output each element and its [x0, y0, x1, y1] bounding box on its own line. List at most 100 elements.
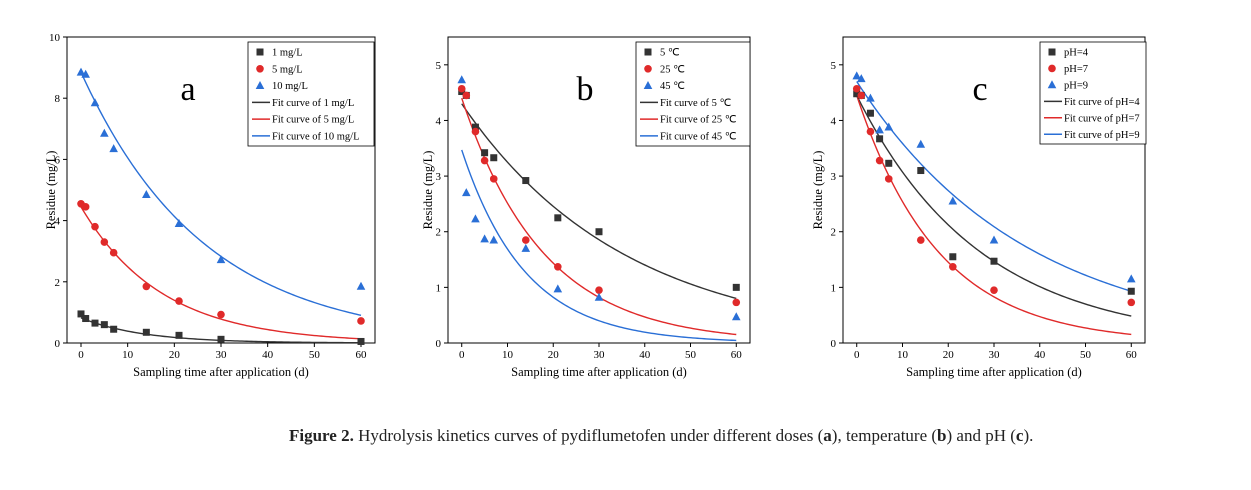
caption-text-4: ).: [1023, 426, 1034, 445]
data-point-series-1: [866, 109, 874, 117]
x-tick-label: 40: [262, 349, 274, 361]
legend-marker-3: [255, 80, 265, 89]
x-tick-label: 10: [122, 349, 134, 361]
data-point-series-3: [142, 189, 151, 198]
legend-box: [247, 41, 375, 147]
y-tick-label: 4: [436, 115, 442, 127]
x-tick-label: 50: [685, 349, 697, 361]
legend-marker-2: [644, 64, 652, 73]
y-tick-label: 3: [831, 171, 837, 183]
x-tick-label: 60: [1126, 349, 1138, 361]
data-point-series-2: [109, 248, 118, 257]
caption-figure-label: Figure 2.: [289, 426, 354, 445]
fit-curve-2: [80, 206, 362, 340]
data-point-series-1: [990, 257, 998, 265]
legend-label: Fit curve of 45 ℃: [660, 131, 737, 142]
panel-a: 0 10 20 30 40 50 60 0 2 4 6 8 10 Sampling time after …: [44, 32, 376, 379]
legend-marker-1: [644, 48, 652, 56]
x-tick-label: 60: [731, 349, 743, 361]
data-point-series-2: [357, 317, 365, 325]
data-point-series-2: [866, 127, 875, 136]
data-point-series-1: [357, 337, 365, 345]
data-point-series-1: [732, 283, 740, 291]
legend-marker-3: [1047, 80, 1057, 89]
legend-marker-3: [643, 80, 653, 89]
data-point-series-1: [1127, 287, 1135, 295]
data-point-series-1: [142, 328, 150, 336]
data-point-series-3: [356, 281, 366, 290]
data-point-series-3: [866, 93, 875, 102]
data-point-series-1: [595, 228, 603, 236]
panel-b: 0 10 20 30 40 50 60 0 1 2 3 4 5 Sampling time after a…: [421, 36, 751, 379]
data-point-series-2: [732, 298, 741, 307]
data-point-series-3: [1126, 274, 1136, 283]
data-point-series-1: [217, 335, 225, 343]
x-tick-label: 0: [459, 349, 465, 361]
caption-text-2: ), temperature (: [831, 426, 938, 445]
data-point-series-3: [884, 122, 894, 131]
x-tick-label: 30: [594, 349, 606, 361]
data-point-series-3: [916, 139, 926, 148]
data-point-series-2: [857, 91, 866, 100]
y-axis-title: Residue (mg/L): [811, 151, 825, 230]
data-point-series-3: [216, 255, 226, 264]
legend: 1 mg/L 5 mg/L 10 mg/L Fit curve of 1 mg/L Fi…: [247, 41, 375, 147]
data-point-series-1: [522, 177, 530, 185]
x-tick-label: 10: [897, 349, 909, 361]
legend-label: Fit curve of 25 ℃: [660, 115, 737, 126]
data-point-series-2: [875, 156, 884, 165]
data-point-series-3: [480, 234, 489, 243]
legend-marker-1: [1048, 48, 1056, 56]
data-point-series-3: [553, 284, 563, 293]
data-point-series-3: [521, 243, 531, 252]
x-tick-label: 50: [309, 349, 321, 361]
data-point-series-3: [989, 235, 999, 244]
y-tick-label: 4: [831, 115, 837, 127]
data-point-series-2: [595, 286, 603, 294]
data-point-series-1: [82, 315, 90, 323]
x-axis-title: Sampling time after application (d): [133, 365, 309, 379]
data-point-series-3: [948, 196, 958, 205]
data-point-series-2: [142, 282, 151, 291]
data-point-series-2: [521, 236, 530, 244]
legend-marker-1: [256, 48, 264, 56]
data-point-series-2: [91, 222, 99, 231]
data-point-series-1: [100, 321, 108, 329]
x-tick-label: 40: [1034, 349, 1046, 361]
legend: pH=4 pH=7 pH=9 Fit curve of pH=4 Fit curve o…: [1039, 41, 1147, 145]
caption-ref-c: c: [1015, 426, 1024, 445]
y-axis-title: Residue (mg/L): [421, 151, 435, 230]
legend-label: 25 ℃: [660, 64, 685, 75]
x-tick-label: 20: [548, 349, 560, 361]
fit-curve-2: [856, 95, 1132, 336]
y-tick-label: 1: [436, 282, 442, 294]
panel-letter: b: [577, 71, 594, 108]
legend-label: 1 mg/L: [272, 48, 303, 59]
data-point-series-3: [857, 74, 866, 83]
y-tick-label: 5: [831, 60, 837, 72]
fit-curve-3: [856, 81, 1132, 292]
data-point-series-2: [462, 91, 471, 100]
legend-label: Fit curve of pH=7: [1064, 113, 1140, 124]
x-tick-label: 30: [216, 349, 228, 361]
legend-label: 5 ℃: [660, 48, 680, 59]
data-point-series-1: [554, 214, 562, 222]
data-point-series-3: [875, 125, 884, 134]
legend-box: [635, 41, 751, 147]
data-point-series-1: [471, 123, 479, 131]
legend-box: [1039, 41, 1147, 145]
data-point-series-1: [175, 331, 183, 339]
x-tick-label: 30: [989, 349, 1001, 361]
data-point-series-2: [489, 175, 498, 183]
y-tick-label: 5: [436, 60, 442, 72]
data-point-series-1: [876, 135, 884, 143]
data-point-series-2: [990, 286, 998, 294]
y-tick-label: 0: [831, 338, 837, 350]
data-point-series-3: [174, 219, 184, 228]
legend-label: 5 mg/L: [272, 64, 303, 75]
data-point-series-3: [457, 75, 467, 84]
data-point-series-3: [731, 312, 741, 321]
fit-curve-3: [461, 149, 737, 342]
data-point-series-2: [949, 262, 957, 271]
legend-marker-2: [1048, 64, 1056, 73]
